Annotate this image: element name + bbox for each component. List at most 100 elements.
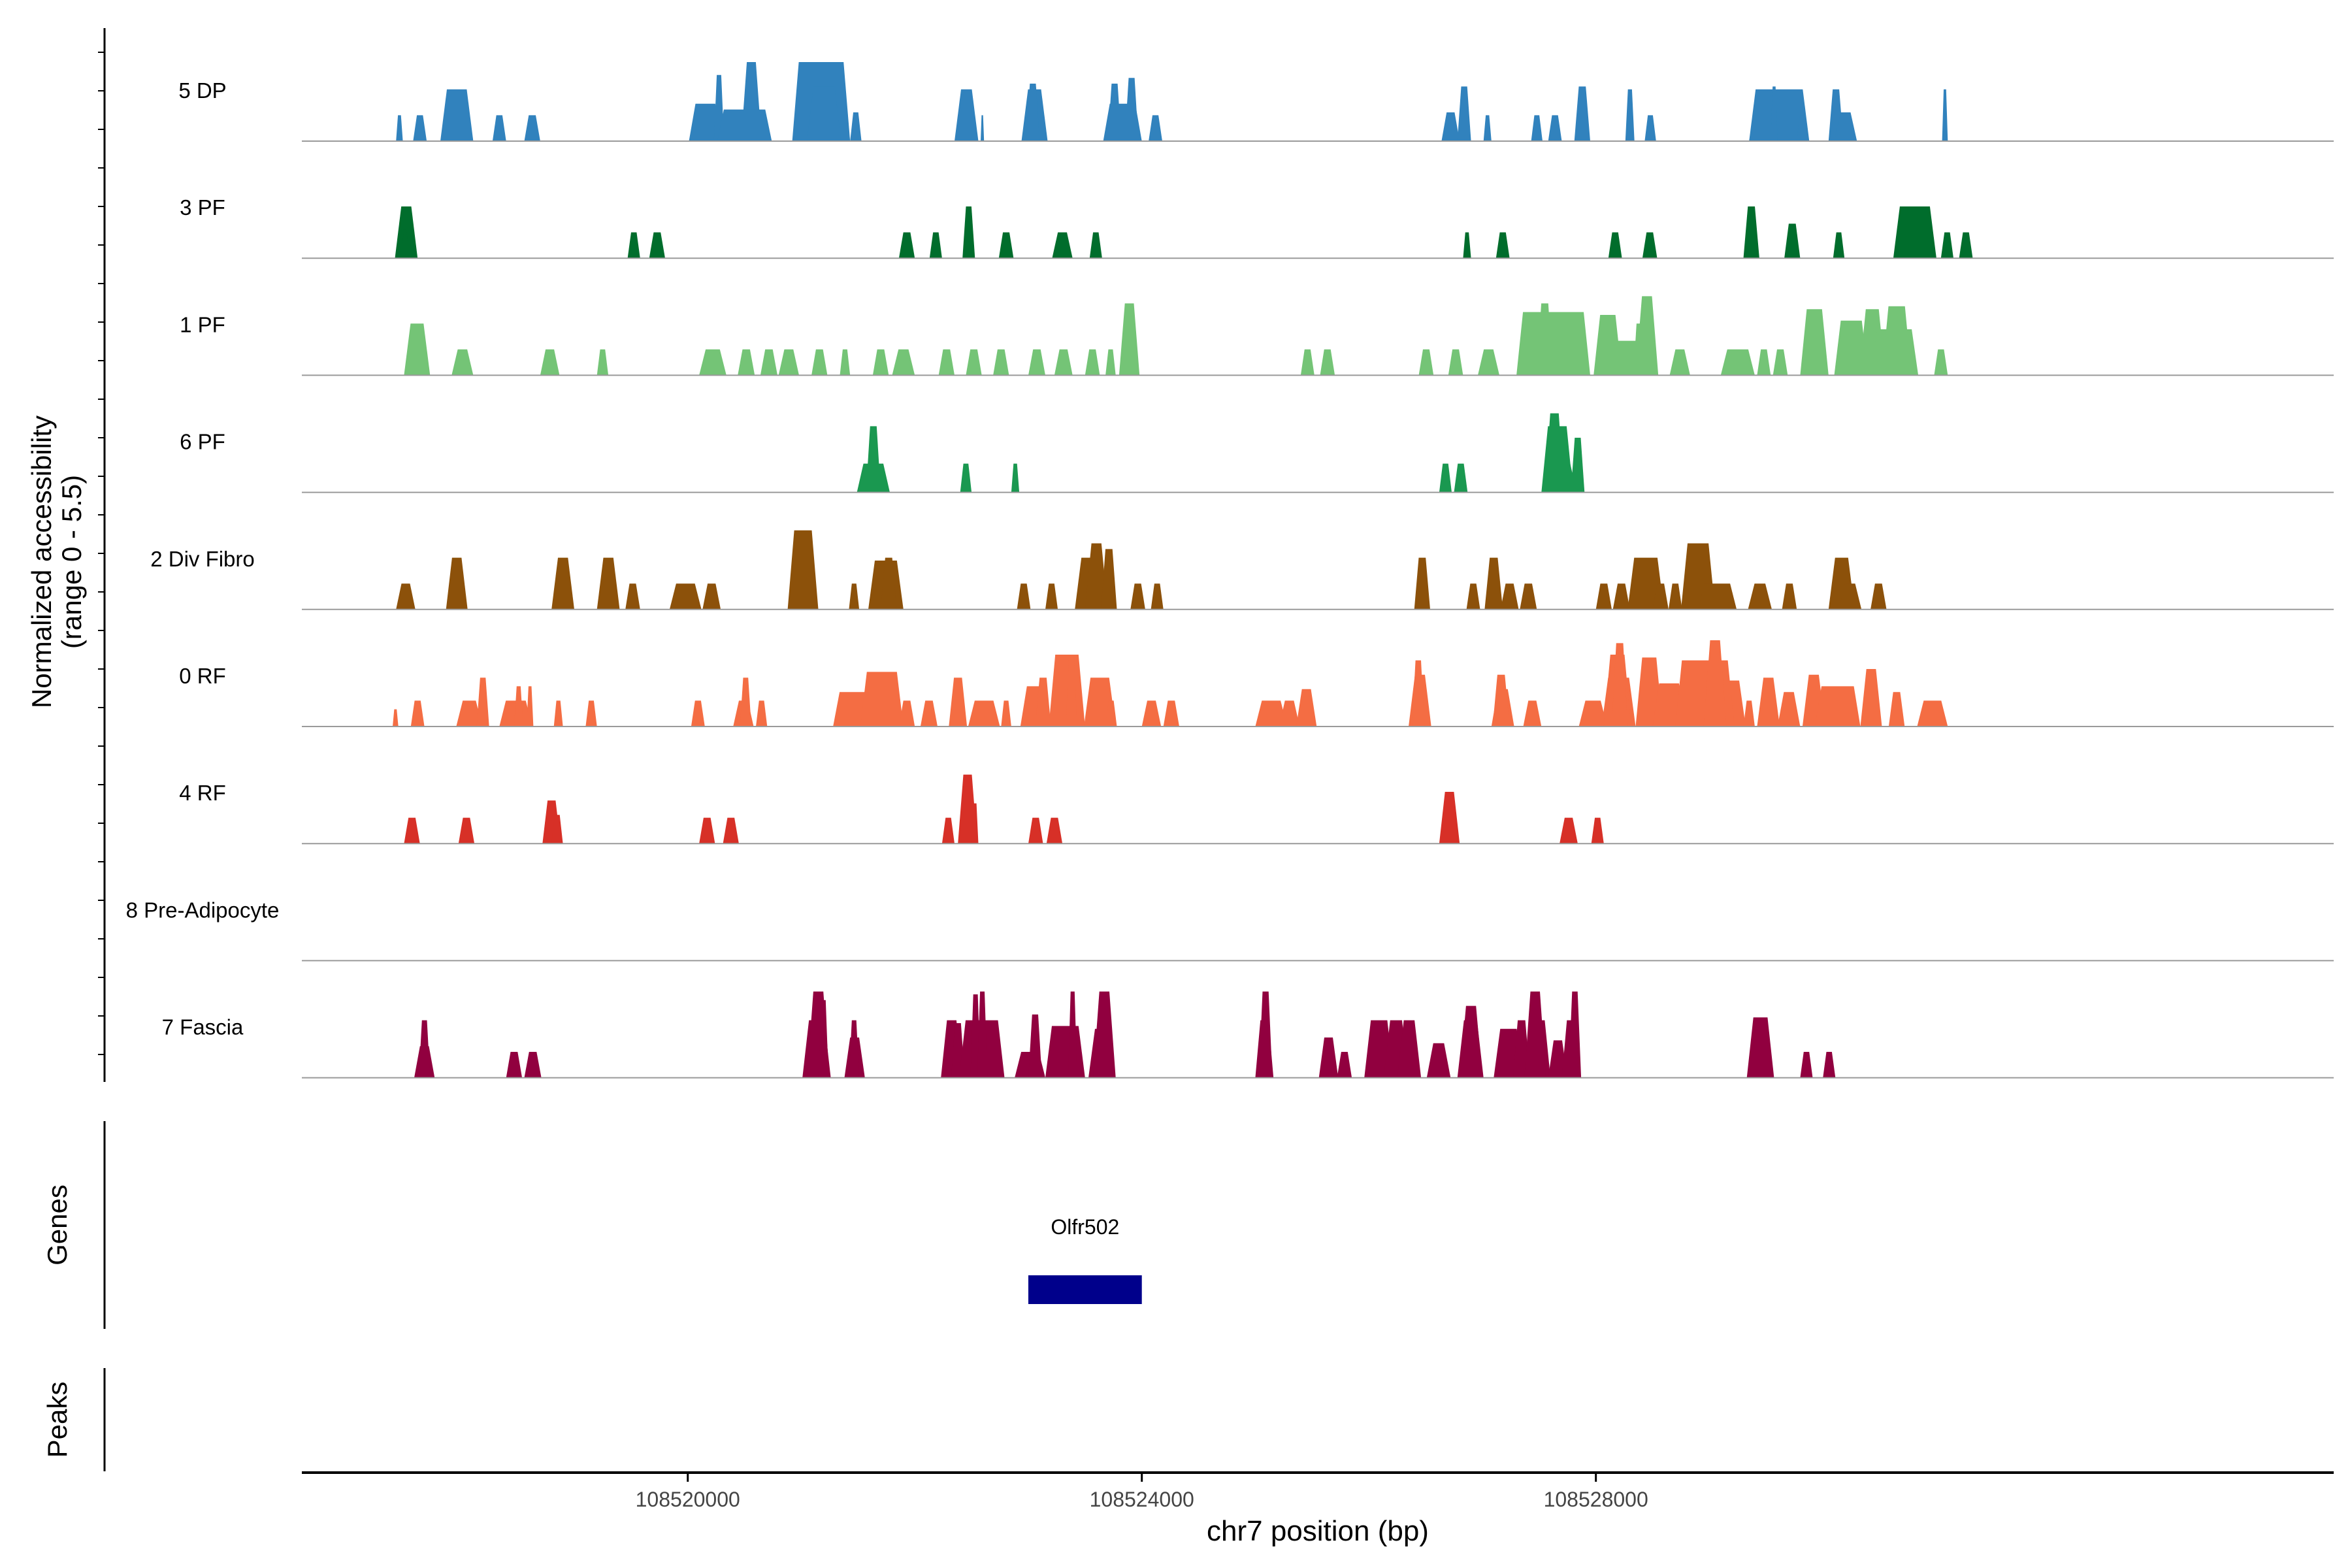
coverage-peak (492, 115, 506, 141)
coverage-peak (1418, 349, 1434, 376)
coverage-peak (1893, 206, 1936, 259)
coverage-peak (998, 232, 1014, 259)
coverage-peak (1800, 309, 1829, 376)
coverage-peak (396, 583, 416, 610)
track-1: 3 PF (180, 195, 2334, 259)
coverage-peak (1448, 349, 1463, 376)
coverage-peak (527, 686, 534, 727)
coverage-peak (1823, 1052, 1836, 1078)
coverage-peak (849, 583, 860, 610)
coverage-peak (1463, 232, 1471, 259)
coverage-peak (1466, 583, 1480, 610)
coverage-peak (1574, 86, 1590, 141)
coverage-peak (1516, 312, 1590, 376)
coverage-peak (413, 115, 427, 141)
coverage-peak (955, 89, 979, 141)
coverage-peak (1492, 674, 1510, 727)
coverage-peak (1105, 700, 1117, 727)
coverage-peak (514, 686, 523, 727)
coverage-peak (551, 557, 574, 610)
coverage-peak (1612, 643, 1628, 727)
coverage-peak (1782, 583, 1797, 610)
coverage-peak (1028, 349, 1045, 376)
track-label: 8 Pre-Adipocyte (126, 898, 280, 922)
coverage-peak (1337, 1052, 1352, 1078)
coverage-peak (596, 349, 609, 376)
coverage-peak (860, 672, 904, 727)
coverage-peak (702, 583, 721, 610)
genes-panel-label: Genes (42, 1184, 73, 1266)
coverage-peak (1652, 583, 1669, 610)
coverage-peak (1028, 1014, 1042, 1078)
coverage-peak (1089, 232, 1102, 259)
coverage-peak (1595, 583, 1612, 610)
coverage-peak (1777, 692, 1801, 727)
coverage-peak (1560, 817, 1578, 844)
coverage-peak (1668, 583, 1682, 610)
coverage-peak (540, 349, 560, 376)
coverage-peak (1743, 206, 1759, 259)
coverage-peak (898, 700, 915, 727)
coverage-peak (699, 817, 715, 844)
coverage-peak (669, 583, 702, 610)
coverage-peak (1870, 583, 1887, 610)
coverage-peak (1917, 700, 1948, 727)
coverage-peak (1749, 89, 1810, 141)
coverage-peak (440, 89, 474, 141)
coverage-peak (401, 229, 409, 259)
track-0: 5 DP (178, 62, 2334, 142)
coverage-peak (1548, 115, 1562, 141)
coverage-peak (898, 232, 915, 259)
coverage-peak (1959, 232, 1973, 259)
coverage-peak (1834, 112, 1857, 141)
coverage-peak (760, 349, 777, 376)
coverage-peak (1017, 583, 1031, 610)
coverage-peak (649, 232, 665, 259)
track-4: 2 Div Fibro (150, 530, 2334, 610)
coverage-y-label-range: (range 0 - 5.5) (56, 475, 87, 649)
coverage-peak (1441, 112, 1460, 141)
x-axis-label: chr7 position (bp) (1207, 1515, 1429, 1547)
coverage-peak (850, 112, 862, 141)
genes-panel: Olfr502 (1028, 1215, 1142, 1304)
coverage-peak (1838, 583, 1862, 610)
coverage-peak (962, 206, 975, 259)
coverage-peak (1141, 700, 1162, 727)
coverage-peak (1085, 349, 1100, 376)
coverage-peak (1500, 583, 1519, 610)
coverage-y-label: Normalized accessibility (26, 416, 57, 708)
coverage-peak (1457, 86, 1471, 141)
track-6: 4 RF (179, 774, 2334, 845)
coverage-peak (1815, 686, 1861, 727)
coverage-peak (446, 557, 468, 610)
coverage-peak (1544, 413, 1564, 493)
coverage-peak (1001, 700, 1011, 727)
coverage-peak (949, 678, 968, 727)
coverage-peak (404, 817, 420, 844)
coverage-peak (1870, 329, 1919, 376)
coverage-peak (881, 557, 897, 610)
coverage-peak (966, 349, 982, 376)
coverage-peak (1942, 89, 1948, 141)
coverage-peak (972, 803, 979, 844)
coverage-peak (1412, 660, 1425, 727)
coverage-peak (1834, 320, 1869, 376)
coverage-y-ticks (98, 52, 105, 1055)
coverage-peak (740, 678, 751, 727)
coverage-peak (1478, 349, 1499, 376)
coverage-peak (968, 700, 1000, 727)
coverage-peak (872, 349, 889, 376)
coverage-peak (1625, 89, 1635, 141)
coverage-peak (1523, 700, 1542, 727)
coverage-peak (1484, 557, 1503, 610)
gene-label: Olfr502 (1051, 1215, 1119, 1239)
coverage-peak (1320, 349, 1335, 376)
coverage-peak (717, 109, 772, 141)
coverage-peak (596, 557, 620, 610)
track-7: 8 Pre-Adipocyte (126, 898, 2334, 962)
coverage-peak (1439, 463, 1452, 493)
coverage-peak (1591, 817, 1604, 844)
coverage-peak (938, 349, 955, 376)
coverage-peak (1454, 463, 1468, 493)
coverage-peak (1119, 303, 1140, 376)
